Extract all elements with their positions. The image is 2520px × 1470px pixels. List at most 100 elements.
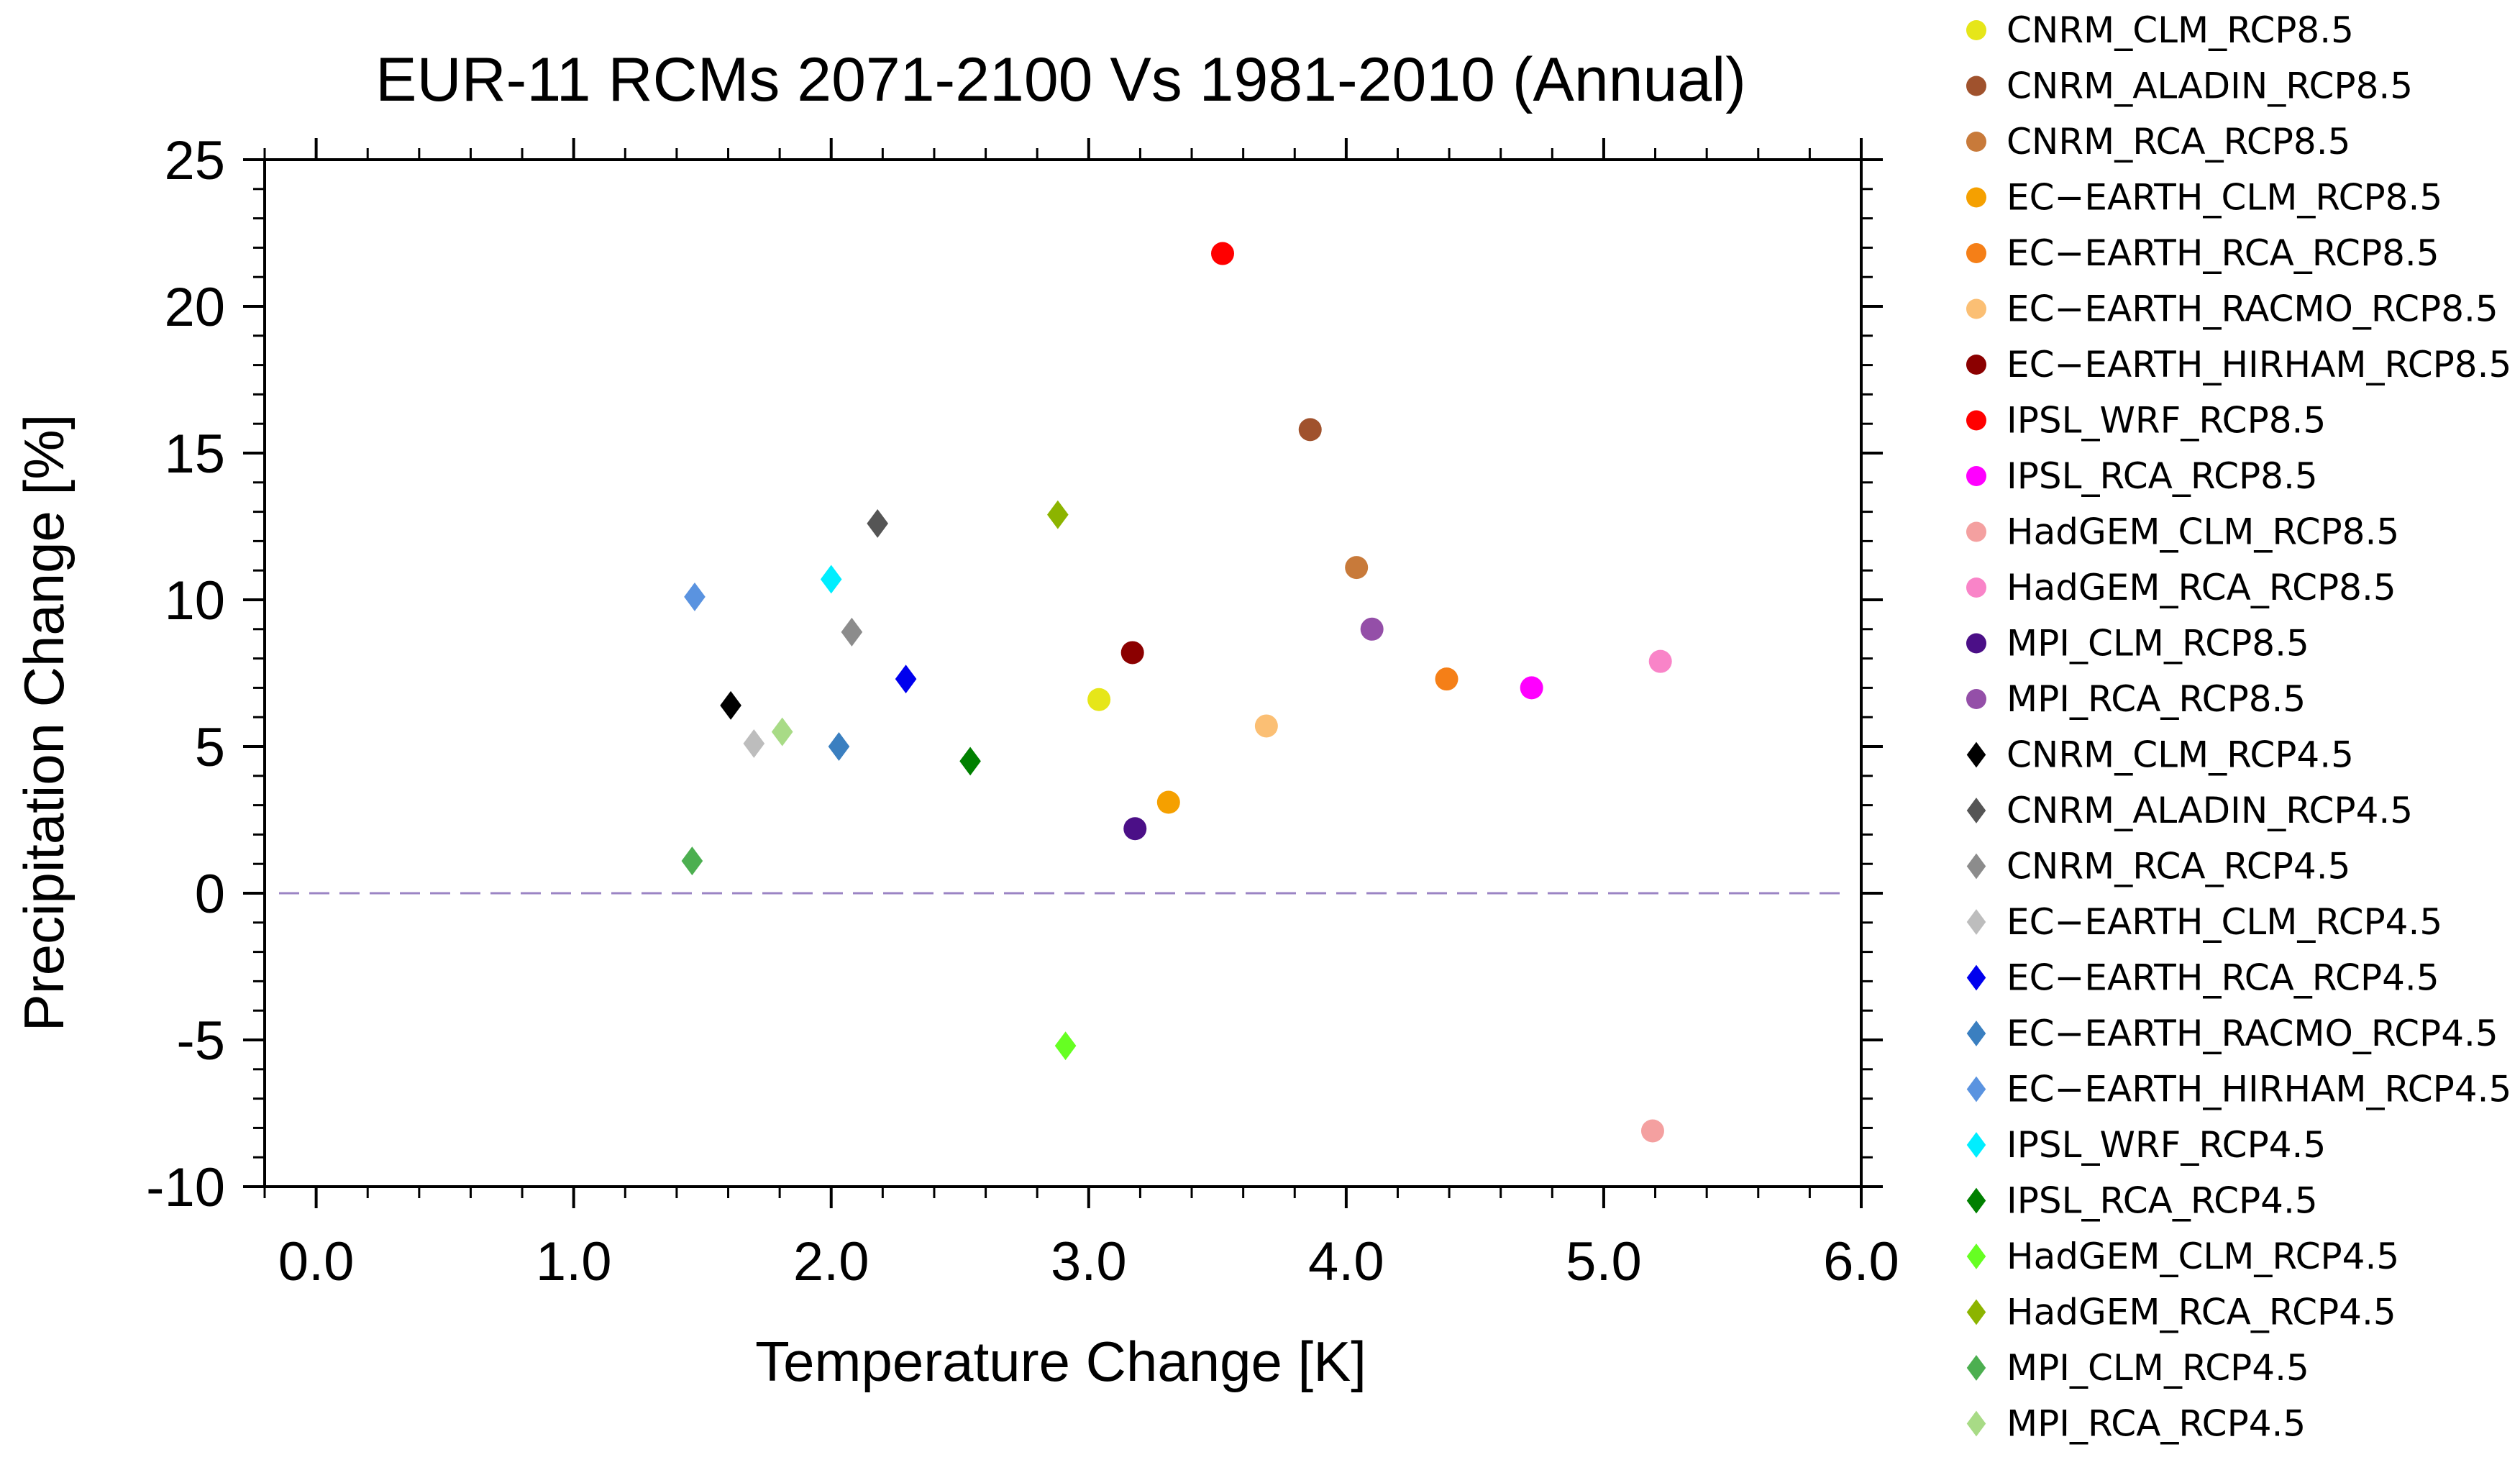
y-tick-label: 10: [164, 570, 225, 631]
legend-label-ipsl-wrf-rcp4-5: IPSL_WRF_RCP4.5: [2007, 1124, 2326, 1166]
legend-marker-cnrm-rca-rcp8-5: [1966, 132, 1986, 152]
legend-label-cnrm-rca-rcp4-5: CNRM_RCA_RCP4.5: [2007, 846, 2350, 887]
y-axis-label: Precipitation Change [%]: [12, 414, 76, 1032]
x-tick-label: 3.0: [1051, 1231, 1127, 1292]
legend-marker-mpi-rca-rcp4-5: [1966, 1410, 1986, 1437]
y-tick-label: 25: [164, 130, 225, 191]
data-point-hadgem-rca-rcp4-5: [1047, 500, 1069, 529]
legend-label-mpi-clm-rcp4-5: MPI_CLM_RCP4.5: [2007, 1347, 2309, 1389]
x-tick-label: 0.0: [278, 1231, 355, 1292]
data-point-cnrm-rca-rcp4-5: [841, 617, 863, 647]
x-tick-label: 4.0: [1308, 1231, 1384, 1292]
legend-marker-hadgem-rca-rcp4-5: [1966, 1299, 1986, 1325]
data-point-hadgem-clm-rcp8-5: [1640, 1119, 1664, 1143]
data-point-ec-earth-clm-rcp4-5: [743, 729, 765, 758]
legend-label-cnrm-rca-rcp8-5: CNRM_RCA_RCP8.5: [2007, 121, 2350, 163]
data-point-ipsl-wrf-rcp4-5: [820, 565, 842, 594]
legend-marker-ec-earth-rca-rcp8-5: [1966, 243, 1986, 263]
legend-marker-mpi-clm-rcp8-5: [1966, 633, 1986, 654]
legend-label-ipsl-wrf-rcp8-5: IPSL_WRF_RCP8.5: [2007, 400, 2326, 442]
legend-marker-ec-earth-rca-rcp4-5: [1966, 964, 1986, 991]
legend-marker-mpi-rca-rcp8-5: [1966, 689, 1986, 709]
legend-label-ec-earth-racmo-rcp4-5: EC−EARTH_RACMO_RCP4.5: [2007, 1013, 2498, 1054]
data-point-ec-earth-clm-rcp8-5: [1156, 790, 1180, 814]
data-point-ec-earth-racmo-rcp4-5: [828, 732, 850, 761]
legend-marker-ipsl-rca-rcp8-5: [1966, 466, 1986, 486]
axis-ticks: 0.0 1.0 2.0 3.0 4.0 5.0 6.0 -10 -5 0 5 10 15 20 25: [146, 130, 1899, 1292]
legend-label-ec-earth-hirham-rcp4-5: EC−EARTH_HIRHAM_RCP4.5: [2007, 1069, 2511, 1110]
legend-label-ipsl-rca-rcp8-5: IPSL_RCA_RCP8.5: [2007, 455, 2318, 497]
legend-marker-cnrm-clm-rcp8-5: [1966, 20, 1986, 40]
legend-label-cnrm-aladin-rcp4-5: CNRM_ALADIN_RCP4.5: [2007, 790, 2413, 831]
data-point-cnrm-aladin-rcp8-5: [1298, 418, 1322, 442]
legend-label-hadgem-clm-rcp8-5: HadGEM_CLM_RCP8.5: [2007, 511, 2399, 553]
y-tick-label: 20: [164, 277, 225, 338]
data-point-hadgem-clm-rcp4-5: [1054, 1031, 1077, 1061]
data-point-ec-earth-hirham-rcp8-5: [1120, 641, 1144, 665]
data-point-cnrm-clm-rcp8-5: [1087, 688, 1111, 711]
legend-label-ipsl-rca-rcp4-5: IPSL_RCA_RCP4.5: [2007, 1180, 2318, 1222]
legend-marker-ipsl-rca-rcp4-5: [1966, 1187, 1986, 1214]
legend-marker-ipsl-wrf-rcp4-5: [1966, 1132, 1986, 1158]
legend-label-ec-earth-clm-rcp4-5: EC−EARTH_CLM_RCP4.5: [2007, 901, 2442, 943]
y-tick-label: -10: [146, 1157, 225, 1218]
legend-label-ec-earth-racmo-rcp8-5: EC−EARTH_RACMO_RCP8.5: [2007, 288, 2498, 330]
legend-marker-ec-earth-clm-rcp8-5: [1966, 187, 1986, 208]
data-point-hadgem-rca-rcp8-5: [1648, 649, 1672, 673]
legend-label-hadgem-clm-rcp4-5: HadGEM_CLM_RCP4.5: [2007, 1236, 2399, 1277]
data-point-ec-earth-rca-rcp8-5: [1435, 667, 1458, 691]
legend-label-cnrm-clm-rcp8-5: CNRM_CLM_RCP8.5: [2007, 9, 2354, 51]
legend-marker-ec-earth-clm-rcp4-5: [1966, 909, 1986, 935]
legend-label-ec-earth-hirham-rcp8-5: EC−EARTH_HIRHAM_RCP8.5: [2007, 344, 2511, 385]
data-points: [681, 242, 1672, 1143]
legend-label-hadgem-rca-rcp4-5: HadGEM_RCA_RCP4.5: [2007, 1292, 2396, 1333]
y-tick-label: 5: [195, 717, 225, 778]
legend: CNRM_CLM_RCP8.5 CNRM_ALADIN_RCP8.5 CNRM_RC…: [1966, 9, 2511, 1445]
data-point-mpi-rca-rcp8-5: [1360, 617, 1384, 641]
data-point-mpi-rca-rcp4-5: [771, 717, 793, 747]
plot-area: [263, 158, 1863, 1188]
legend-marker-cnrm-rca-rcp4-5: [1966, 853, 1986, 880]
data-point-mpi-clm-rcp4-5: [681, 846, 703, 876]
data-point-ec-earth-racmo-rcp8-5: [1254, 714, 1278, 738]
legend-marker-cnrm-aladin-rcp4-5: [1966, 798, 1986, 823]
x-tick-label: 1.0: [536, 1231, 612, 1292]
data-point-ipsl-rca-rcp4-5: [959, 747, 981, 776]
y-tick-label: 0: [195, 864, 225, 925]
data-point-ipsl-wrf-rcp8-5: [1211, 242, 1234, 265]
legend-label-cnrm-clm-rcp4-5: CNRM_CLM_RCP4.5: [2007, 734, 2354, 776]
data-point-cnrm-rca-rcp8-5: [1345, 556, 1369, 580]
legend-marker-hadgem-clm-rcp4-5: [1966, 1243, 1986, 1269]
data-point-cnrm-aladin-rcp4-5: [867, 508, 889, 538]
legend-label-ec-earth-clm-rcp8-5: EC−EARTH_CLM_RCP8.5: [2007, 177, 2442, 219]
x-tick-label: 5.0: [1566, 1231, 1642, 1292]
legend-marker-ec-earth-racmo-rcp4-5: [1966, 1021, 1986, 1046]
legend-marker-cnrm-clm-rcp4-5: [1966, 741, 1986, 768]
x-tick-label: 2.0: [793, 1231, 869, 1292]
legend-marker-cnrm-aladin-rcp8-5: [1966, 76, 1986, 96]
data-point-ec-earth-rca-rcp4-5: [895, 665, 917, 694]
legend-marker-mpi-clm-rcp4-5: [1966, 1355, 1986, 1381]
legend-label-ec-earth-rca-rcp4-5: EC−EARTH_RCA_RCP4.5: [2007, 957, 2439, 999]
legend-label-mpi-clm-rcp8-5: MPI_CLM_RCP8.5: [2007, 623, 2309, 665]
x-axis-label: Temperature Change [K]: [755, 1330, 1366, 1393]
legend-marker-hadgem-clm-rcp8-5: [1966, 521, 1986, 542]
data-point-ec-earth-hirham-rcp4-5: [684, 582, 706, 611]
legend-label-cnrm-aladin-rcp8-5: CNRM_ALADIN_RCP8.5: [2007, 65, 2413, 107]
legend-marker-hadgem-rca-rcp8-5: [1966, 578, 1986, 598]
plot-frame: [263, 158, 1863, 1188]
y-tick-label: 15: [164, 424, 225, 485]
legend-label-ec-earth-rca-rcp8-5: EC−EARTH_RCA_RCP8.5: [2007, 232, 2439, 274]
legend-marker-ipsl-wrf-rcp8-5: [1966, 410, 1986, 431]
legend-label-mpi-rca-rcp4-5: MPI_RCA_RCP4.5: [2007, 1403, 2306, 1445]
legend-marker-ec-earth-hirham-rcp8-5: [1966, 355, 1986, 375]
data-point-mpi-clm-rcp8-5: [1123, 817, 1147, 841]
x-tick-label: 6.0: [1823, 1231, 1899, 1292]
legend-label-mpi-rca-rcp8-5: MPI_RCA_RCP8.5: [2007, 678, 2306, 720]
chart-title: EUR-11 RCMs 2071-2100 Vs 1981-2010 (Annu…: [375, 45, 1746, 114]
y-tick-label: -5: [176, 1010, 225, 1072]
legend-marker-ec-earth-hirham-rcp4-5: [1966, 1076, 1986, 1102]
data-point-cnrm-clm-rcp4-5: [720, 690, 741, 720]
data-point-ipsl-rca-rcp8-5: [1520, 676, 1543, 700]
